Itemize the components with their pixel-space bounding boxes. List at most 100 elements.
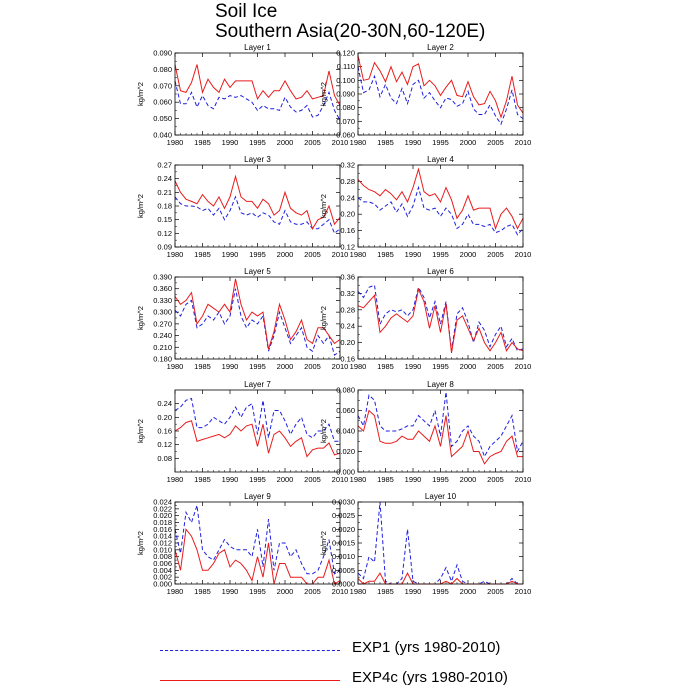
x-tick-label: 2005: [304, 362, 321, 371]
panel-title: Layer 2: [427, 43, 454, 52]
y-axis-label: kg/m^2: [319, 194, 328, 218]
panel-layer-9: Layer 9kg/m^20.0000.0020.0040.0060.0080.…: [136, 492, 348, 596]
x-tick-label: 2005: [304, 475, 321, 484]
plot-frame: [174, 389, 341, 473]
panel-title: Layer 6: [427, 267, 454, 276]
x-tick-label: 1990: [222, 362, 239, 371]
x-tick-label: 2000: [277, 362, 294, 371]
x-tick-label: 1990: [405, 587, 422, 596]
x-tick-label: 1980: [167, 138, 184, 147]
x-tick-label: 1995: [432, 587, 449, 596]
panel-title: Layer 10: [425, 492, 457, 501]
plot-frame: [174, 52, 341, 136]
y-axis-label: kg/m^2: [136, 82, 145, 106]
series-line-exp4c: [357, 167, 524, 231]
y-tick-label: 0.014: [153, 532, 172, 541]
y-tick-label: 0.050: [153, 114, 172, 123]
y-tick-label: 0.0000: [332, 580, 355, 589]
panel-layer-1: Layer 1 kg/m^2 0.040 0.050 0.060 0.070 0.080 0.…: [136, 43, 348, 147]
y-tick-label: 0.040: [336, 427, 355, 436]
y-tick-label: 0.0010: [332, 552, 355, 561]
y-tick-label: 0.08: [157, 454, 172, 463]
plot-frame: [174, 276, 341, 360]
x-tick-label: 2010: [332, 250, 349, 259]
y-tick-label: 0.010: [153, 545, 172, 554]
x-tick-label: 2005: [304, 587, 321, 596]
series-line-exp1: [174, 397, 340, 442]
y-tick-label: 0.002: [153, 573, 172, 582]
x-tick-label: 1995: [432, 250, 449, 259]
y-tick-label: 0.12: [157, 229, 172, 238]
panel-layer-2: Layer 2 kg/m^2 0.060 0.070 0.080 0.090 0.100 0.…: [319, 43, 531, 147]
series-line-exp1: [357, 392, 524, 458]
series-line-exp1: [174, 288, 341, 356]
x-tick-label: 2005: [304, 250, 321, 259]
panel-layer-10: Layer 10 kg/m^2 0.0000 0.0005 0.0010 0.0015 0.…: [319, 492, 531, 596]
y-tick-label: 0.28: [340, 177, 355, 186]
x-tick-label: 1980: [167, 587, 184, 596]
x-tick-label: 2000: [460, 362, 477, 371]
x-tick-label: 1985: [194, 475, 211, 484]
panel-title: Layer 7: [244, 380, 271, 389]
series-line-exp1: [174, 80, 341, 121]
x-tick-label: 1985: [194, 250, 211, 259]
x-tick-label: 1990: [222, 138, 239, 147]
x-tick-label: 2005: [487, 475, 504, 484]
series-line-exp4c: [174, 174, 341, 231]
y-tick-label: 0.24: [340, 193, 355, 202]
x-tick-label: 2000: [277, 250, 294, 259]
y-tick-label: 0.040: [153, 131, 172, 140]
y-tick-label: 0.24: [340, 322, 355, 331]
panel-layer-3: Layer 3 kg/m^2 0.09 0.12 0.15 0.18 0.21 0.24 0.2…: [136, 155, 348, 259]
y-tick-label: 0.0025: [332, 511, 355, 520]
y-tick-label: 0.32: [340, 289, 355, 298]
x-tick-label: 1990: [222, 250, 239, 259]
y-tick-label: 0.0015: [332, 539, 355, 548]
y-tick-label: 0.060: [153, 98, 172, 107]
panel-layer-8: Layer 8 kg/m^2 0.000 0.020 0.040 0.060 0.080 19…: [319, 380, 531, 484]
x-tick-label: 1995: [249, 475, 266, 484]
y-tick-label: 0.090: [153, 49, 172, 58]
plot-frame: [357, 389, 524, 473]
x-tick-label: 2000: [277, 138, 294, 147]
legend-label-exp4c: EXP4c (yrs 1980-2010): [352, 669, 508, 686]
y-tick-label: 0.360: [153, 284, 172, 293]
x-tick-label: 2000: [460, 250, 477, 259]
y-axis-label: kg/m^2: [319, 531, 328, 555]
x-tick-label: 2000: [277, 587, 294, 596]
y-axis-label: kg/m^2: [136, 306, 145, 330]
legend-line-exp1: [160, 650, 340, 651]
y-axis-label: kg/m^2: [319, 82, 328, 106]
x-tick-label: 1995: [249, 362, 266, 371]
x-tick-label: 2005: [487, 138, 504, 147]
x-tick-label: 2010: [332, 475, 349, 484]
y-tick-label: 0.012: [153, 539, 172, 548]
series-line-exp1: [357, 284, 524, 352]
x-tick-label: 2000: [277, 475, 294, 484]
y-tick-label: 0.20: [340, 210, 355, 219]
y-tick-label: 0.210: [153, 343, 172, 352]
panel-title: Layer 4: [427, 155, 454, 164]
plot-frame: [357, 276, 524, 360]
panel-layer-5: Layer 5 kg/m^2 0.180 0.210 0.240 0.270 0.300 0.…: [136, 267, 348, 371]
x-tick-label: 1990: [405, 138, 422, 147]
x-tick-label: 1980: [350, 250, 367, 259]
y-tick-label: 0.004: [153, 566, 172, 575]
x-tick-label: 1980: [350, 362, 367, 371]
legend-label-exp1: EXP1 (yrs 1980-2010): [352, 639, 501, 656]
x-tick-label: 1995: [432, 138, 449, 147]
series-line-exp4c: [174, 64, 341, 106]
y-tick-label: 0.018: [153, 518, 172, 527]
y-axis-label: kg/m^2: [319, 419, 328, 443]
y-tick-label: 0.240: [153, 331, 172, 340]
y-tick-label: 0.070: [336, 117, 355, 126]
y-tick-label: 0.0020: [332, 525, 355, 534]
x-tick-label: 2010: [515, 250, 532, 259]
x-tick-label: 1985: [377, 138, 394, 147]
y-tick-label: 0.110: [337, 62, 355, 71]
series-line-exp1: [357, 501, 523, 585]
x-tick-label: 1995: [249, 587, 266, 596]
x-tick-label: 1990: [222, 475, 239, 484]
plot-frame: [357, 52, 524, 136]
x-tick-label: 1985: [194, 362, 211, 371]
